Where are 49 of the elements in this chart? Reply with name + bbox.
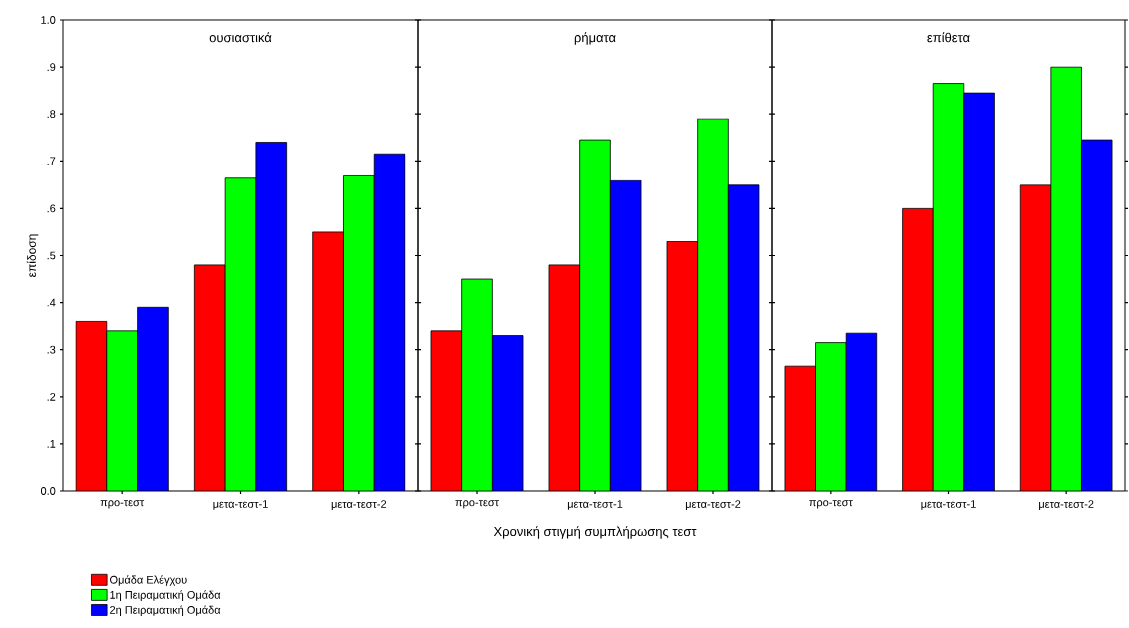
bar xyxy=(845,332,878,491)
x-axis-title: Χρονική στιγμή συμπλήρωσης τεστ xyxy=(493,526,697,539)
bar xyxy=(76,321,107,491)
text: ρήματα xyxy=(574,32,616,45)
bar xyxy=(1019,184,1052,491)
bar xyxy=(697,118,729,491)
x-tick-label: μετα-τεστ-1 xyxy=(921,500,976,510)
bar xyxy=(666,240,699,491)
bar xyxy=(1081,139,1113,491)
bar xyxy=(225,177,256,491)
y-tick-label: .8 xyxy=(47,110,56,119)
legend-label: 1η Πειραματική Ομάδα xyxy=(110,590,221,601)
bar xyxy=(784,365,816,491)
text: ουσιαστικά xyxy=(209,32,272,43)
bar xyxy=(963,92,995,491)
bar xyxy=(430,330,463,491)
y-tick-label: .3 xyxy=(47,345,56,354)
bar xyxy=(137,307,169,491)
y-tick-label: .5 xyxy=(47,251,56,260)
bar xyxy=(461,278,493,491)
bar xyxy=(106,330,138,491)
x-tick-label: προ-τεστ xyxy=(809,500,853,509)
legend-label: 2η Πειραματική Ομάδα xyxy=(110,605,221,616)
y-tick-label: .9 xyxy=(47,63,56,71)
bar xyxy=(902,207,934,491)
y-tick-label: 1.0 xyxy=(41,16,56,24)
y-tick-label: .6 xyxy=(47,204,56,213)
x-tick-label: προ-τεστ xyxy=(100,500,145,509)
y-tick-label: .2 xyxy=(47,392,56,401)
text: επίθετα xyxy=(927,32,970,43)
x-tick-label: μετα-τεστ-1 xyxy=(567,500,623,510)
bar xyxy=(255,142,287,491)
y-axis-title: επίδοση xyxy=(26,234,39,277)
bar xyxy=(579,139,611,491)
y-tick-label: 0.0 xyxy=(40,487,56,495)
bar xyxy=(343,175,375,491)
y-tick-label: .4 xyxy=(47,298,56,307)
x-tick-label: μετα-τεστ-2 xyxy=(331,500,387,510)
bar xyxy=(194,264,226,491)
bar xyxy=(548,264,581,491)
bar xyxy=(373,153,406,491)
x-tick-label: μετα-τεστ-2 xyxy=(1039,500,1094,510)
x-tick-label: μετα-τεστ-2 xyxy=(685,500,741,510)
y-tick-label: .7 xyxy=(47,157,56,166)
x-tick-label: προ-τεστ xyxy=(455,500,499,509)
x-tick-label: μετα-τεστ-1 xyxy=(213,500,268,510)
y-tick-label: .1 xyxy=(47,440,56,448)
legend-label: Ομάδα Ελέγχου xyxy=(110,575,187,586)
bar xyxy=(312,231,344,491)
